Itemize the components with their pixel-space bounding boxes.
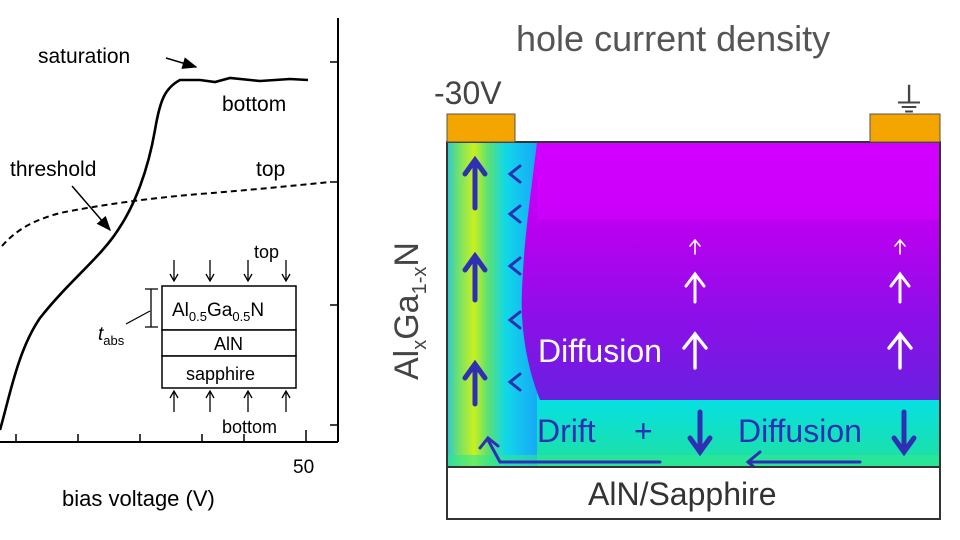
threshold-label: threshold	[10, 158, 96, 181]
vertical-drift-arrows	[462, 155, 488, 407]
voltage-label: -30V	[434, 75, 502, 111]
layer-aln-label: AlN	[214, 334, 243, 354]
substrate	[446, 466, 941, 520]
right-axis-ticks	[330, 61, 338, 426]
thickness-bracket	[145, 288, 158, 328]
diffusion-bottom-label: Diffusion	[738, 413, 862, 449]
bottom-illumination-arrows	[169, 389, 291, 412]
layer-sapphire-label: sapphire	[186, 364, 255, 384]
inset-top-label: top	[254, 242, 279, 262]
map-title: hole current density	[516, 18, 830, 59]
bottom-highlight	[447, 455, 940, 467]
bottom-curve	[0, 76, 309, 431]
diffusion-label: Diffusion	[538, 333, 662, 369]
corner-flow-arrow	[478, 435, 662, 464]
saturation-label: saturation	[38, 45, 130, 68]
substrate-label: AlN/Sapphire	[588, 476, 777, 512]
x-axis-label: bias voltage (V)	[62, 486, 215, 511]
left-contact	[446, 113, 516, 143]
layer-stack-inset: top Al0.5Ga0.5N AlN sapphire tabs bottom	[98, 242, 297, 437]
bottom-axis-ticks	[15, 430, 307, 442]
saturation-arrow	[165, 57, 198, 69]
thickness-label: tabs	[98, 324, 125, 348]
layer-sapphire	[161, 355, 297, 389]
top-curve-label: top	[256, 158, 285, 181]
x-tick-label-50: 50	[293, 457, 314, 478]
bottom-curve-label: bottom	[222, 93, 286, 116]
diffusion-arrows	[682, 238, 913, 370]
downward-drift-arrows	[687, 409, 917, 457]
leftward-flow-arrows	[507, 164, 522, 392]
drift-label: Drift	[537, 413, 596, 449]
current-density-map: hole current density -30V ⏚ AlxGa1-xN	[388, 18, 941, 520]
pink-top-strip	[537, 150, 940, 220]
threshold-arrow	[71, 185, 111, 232]
inset-bottom-label: bottom	[222, 417, 277, 437]
iv-plot: saturation bottom threshold top 50 bias …	[0, 18, 339, 511]
material-ylabel: AlxGa1-xN	[388, 242, 431, 380]
right-contact	[869, 113, 941, 143]
top-illumination-arrows	[169, 260, 291, 283]
plus-label: +	[634, 413, 653, 449]
thickness-leader	[125, 310, 151, 325]
layer-algan	[161, 285, 297, 331]
layer-algan-label: Al0.5Ga0.5N	[172, 300, 264, 324]
top-curve	[1, 181, 331, 247]
layer-aln	[161, 329, 297, 357]
